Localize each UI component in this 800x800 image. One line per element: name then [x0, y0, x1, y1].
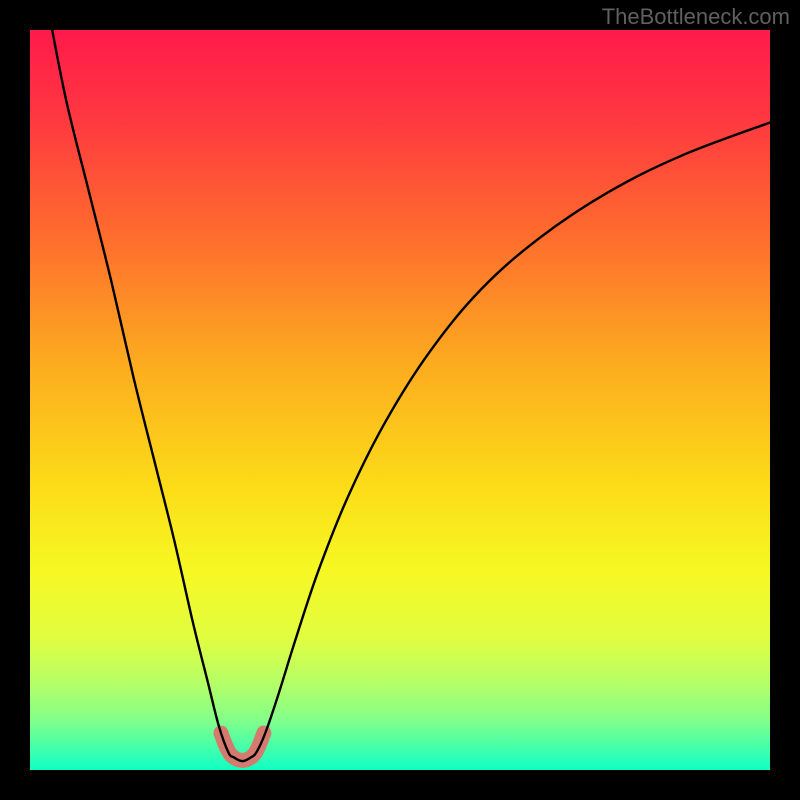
watermark-text: TheBottleneck.com: [602, 4, 790, 30]
plot-background: [30, 30, 770, 770]
bottleneck-chart-svg: [0, 0, 800, 800]
bottleneck-chart-root: TheBottleneck.com: [0, 0, 800, 800]
